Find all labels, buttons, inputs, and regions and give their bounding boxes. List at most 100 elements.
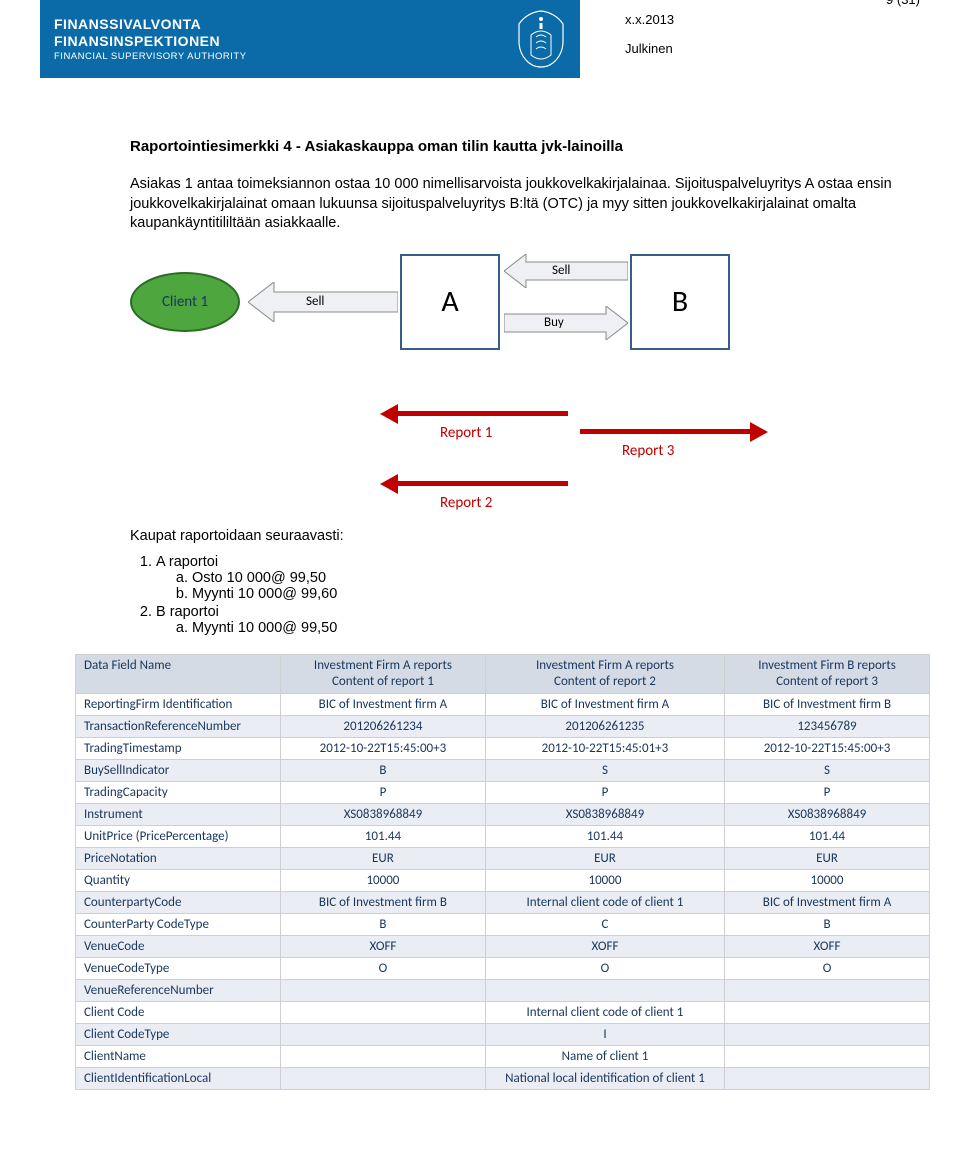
row-value: P — [485, 782, 724, 804]
sell-arrow-ab: Sell — [504, 254, 628, 292]
row-value: P — [280, 782, 485, 804]
row-value: BIC of Investment firm A — [485, 694, 724, 716]
row-value: B — [725, 914, 930, 936]
table-row: TradingTimestamp2012-10-22T15:45:00+3201… — [76, 738, 930, 760]
row-value: S — [485, 760, 724, 782]
report2-line — [398, 481, 568, 486]
row-value: 101.44 — [485, 826, 724, 848]
client-node: Client 1 — [130, 272, 240, 332]
table-row: InstrumentXS0838968849XS0838968849XS0838… — [76, 804, 930, 826]
row-value: B — [280, 914, 485, 936]
row-value: B — [280, 760, 485, 782]
table-row: ReportingFirm IdentificationBIC of Inves… — [76, 694, 930, 716]
report1-line — [398, 411, 568, 416]
row-value: XOFF — [725, 936, 930, 958]
row-label: VenueCodeType — [76, 958, 281, 980]
sell-label-1: Sell — [306, 294, 324, 309]
row-value: P — [725, 782, 930, 804]
table-header-row: Data Field Name Investment Firm A report… — [76, 654, 930, 694]
intro-paragraph: Asiakas 1 antaa toimeksiannon ostaa 10 0… — [130, 175, 910, 234]
trade-diagram: Client 1 A B Sell Sell Buy — [130, 252, 910, 362]
example-title: Raportointiesimerkki 4 - Asiakaskauppa o… — [130, 138, 910, 155]
report1-label: Report 1 — [440, 424, 492, 442]
row-value: O — [280, 958, 485, 980]
sell-label-2: Sell — [552, 263, 570, 278]
row-value: 201206261234 — [280, 716, 485, 738]
firm-b-box: B — [630, 254, 730, 350]
row-value — [485, 980, 724, 1002]
row-label: TradingCapacity — [76, 782, 281, 804]
page-number: 9 (31) — [886, 0, 920, 7]
row-label: TradingTimestamp — [76, 738, 281, 760]
buy-label: Buy — [544, 315, 564, 330]
row-value: 2012-10-22T15:45:01+3 — [485, 738, 724, 760]
row-label: VenueCode — [76, 936, 281, 958]
table-row: ClientIdentificationLocalNational local … — [76, 1068, 930, 1090]
main-content: Raportointiesimerkki 4 - Asiakaskauppa o… — [130, 138, 910, 1090]
report2-label: Report 2 — [440, 494, 492, 512]
row-value: Internal client code of client 1 — [485, 892, 724, 914]
org-name-3: FINANCIAL SUPERVISORY AUTHORITY — [54, 51, 247, 63]
row-value: EUR — [725, 848, 930, 870]
row-value — [725, 980, 930, 1002]
row-value: O — [485, 958, 724, 980]
table-row: CounterpartyCodeBIC of Investment firm B… — [76, 892, 930, 914]
org-logo-text: FINANSSIVALVONTA FINANSINSPEKTIONEN FINA… — [54, 16, 247, 63]
row-label: PriceNotation — [76, 848, 281, 870]
row-value: 2012-10-22T15:45:00+3 — [280, 738, 485, 760]
row-value — [725, 1046, 930, 1068]
report2-arrowhead-icon — [380, 474, 398, 494]
li-a-sub1: Osto 10 000@ 99,50 — [192, 570, 910, 586]
row-value: 101.44 — [280, 826, 485, 848]
row-value: XOFF — [280, 936, 485, 958]
row-value — [280, 980, 485, 1002]
row-value: BIC of Investment firm A — [280, 694, 485, 716]
row-value: O — [725, 958, 930, 980]
row-value — [725, 1002, 930, 1024]
data-table-wrap: Data Field Name Investment Firm A report… — [75, 654, 930, 1091]
table-row: PriceNotationEUREUREUR — [76, 848, 930, 870]
row-value: 123456789 — [725, 716, 930, 738]
org-name-1: FINANSSIVALVONTA — [54, 16, 247, 34]
row-value — [725, 1024, 930, 1046]
reporting-list: A raportoi Osto 10 000@ 99,50 Myynti 10 … — [156, 554, 910, 636]
table-row: BuySellIndicatorBSS — [76, 760, 930, 782]
visibility-label: Julkinen — [625, 41, 674, 56]
table-row: UnitPrice (PricePercentage)101.44101.441… — [76, 826, 930, 848]
th-firm-a-r1: Investment Firm A reportsContent of repo… — [280, 654, 485, 694]
list-item-a: A raportoi Osto 10 000@ 99,50 Myynti 10 … — [156, 554, 910, 602]
row-value: 201206261235 — [485, 716, 724, 738]
table-row: TransactionReferenceNumber20120626123420… — [76, 716, 930, 738]
table-row: ClientNameName of client 1 — [76, 1046, 930, 1068]
row-value: S — [725, 760, 930, 782]
firm-a-box: A — [400, 254, 500, 350]
row-value — [280, 1024, 485, 1046]
th-firm-b-r3: Investment Firm B reportsContent of repo… — [725, 654, 930, 694]
li-b-label: B raportoi — [156, 604, 219, 620]
row-value: National local identification of client … — [485, 1068, 724, 1090]
li-a-sub2: Myynti 10 000@ 99,60 — [192, 586, 910, 602]
row-value: EUR — [485, 848, 724, 870]
coat-of-arms-icon — [516, 9, 566, 69]
row-label: Instrument — [76, 804, 281, 826]
report-table: Data Field Name Investment Firm A report… — [75, 654, 930, 1091]
header-meta: x.x.2013 Julkinen — [625, 12, 674, 56]
row-value: BIC of Investment firm B — [280, 892, 485, 914]
row-label: Client Code — [76, 1002, 281, 1024]
li-b-sub1: Myynti 10 000@ 99,50 — [192, 620, 910, 636]
report1-arrowhead-icon — [380, 404, 398, 424]
table-row: Client CodeInternal client code of clien… — [76, 1002, 930, 1024]
row-label: Quantity — [76, 870, 281, 892]
row-value: C — [485, 914, 724, 936]
org-banner: FINANSSIVALVONTA FINANSINSPEKTIONEN FINA… — [40, 0, 580, 78]
row-value: 10000 — [280, 870, 485, 892]
row-value: 10000 — [485, 870, 724, 892]
row-value: 10000 — [725, 870, 930, 892]
row-value: 101.44 — [725, 826, 930, 848]
li-a-label: A raportoi — [156, 554, 218, 570]
row-value — [280, 1068, 485, 1090]
row-value: Name of client 1 — [485, 1046, 724, 1068]
page-header: FINANSSIVALVONTA FINANSINSPEKTIONEN FINA… — [40, 0, 920, 78]
row-value: XS0838968849 — [280, 804, 485, 826]
sell-arrow-client: Sell — [248, 282, 398, 326]
